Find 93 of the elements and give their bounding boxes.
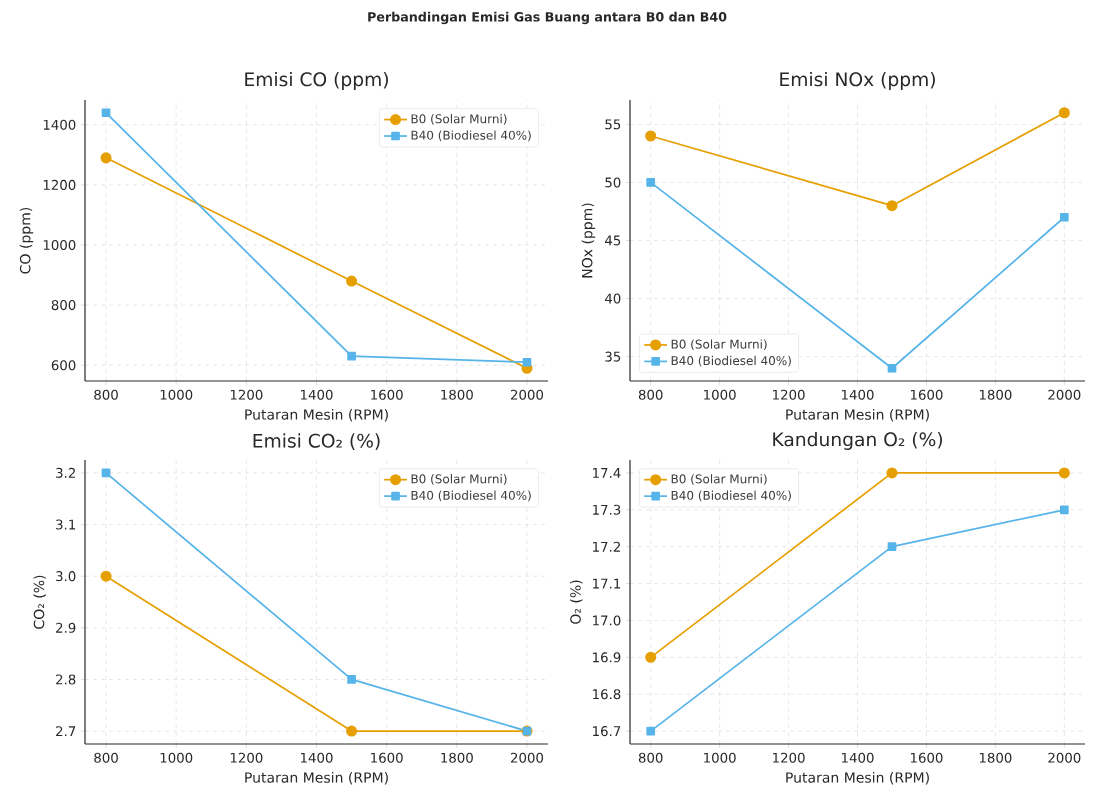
point — [886, 200, 898, 212]
x-tick-label: 1200 — [773, 389, 805, 400]
chart-title: Emisi CO (ppm) — [245, 71, 388, 90]
x-tick-label: 1400 — [842, 752, 874, 763]
x-axis-title: Putaran Mesin (RPM) — [245, 408, 388, 422]
y-axis-title: O₂ (%) — [569, 580, 583, 624]
y-tick-label: 55 — [605, 119, 621, 130]
legend-label: B0 (Solar Murni) — [411, 474, 507, 485]
x-tick-label: 1200 — [230, 389, 263, 400]
y-tick-label: 16.8 — [593, 689, 621, 700]
point — [1058, 467, 1070, 479]
x-axis-title: Putaran Mesin (RPM) — [786, 771, 929, 785]
x-tick-label: 800 — [94, 752, 118, 763]
y-tick-label: 17.0 — [593, 615, 621, 626]
point — [887, 542, 897, 552]
x-tick-label: 1000 — [160, 389, 193, 400]
y-tick-label: 1000 — [43, 239, 76, 251]
point — [645, 651, 657, 663]
point — [522, 357, 532, 367]
y-tick-label: 3.0 — [56, 571, 76, 582]
legend-label: B0 (Solar Murni) — [411, 114, 507, 125]
y-tick-label: 3.2 — [56, 467, 75, 478]
x-tick-label: 1400 — [842, 389, 874, 400]
x-tick-label: 1600 — [371, 389, 403, 400]
y-axis-title: CO (ppm) — [19, 207, 34, 274]
y-tick-label: 17.1 — [593, 578, 621, 589]
point — [1060, 212, 1069, 222]
x-tick-label: 2000 — [1048, 752, 1081, 763]
y-tick-label: 1200 — [43, 179, 76, 190]
x-tick-label: 1800 — [441, 389, 473, 400]
x-tick-label: 1400 — [301, 752, 333, 763]
x-tick-label: 2000 — [1048, 389, 1081, 400]
point — [886, 467, 898, 479]
point — [347, 675, 356, 684]
y-tick-label: 45 — [604, 235, 621, 246]
point — [646, 726, 656, 736]
chart-title: Emisi NOx (ppm) — [780, 71, 935, 90]
y-tick-label: 17.4 — [593, 468, 621, 478]
x-tick-label: 800 — [638, 752, 663, 763]
y-tick-label: 17.3 — [593, 504, 621, 515]
x-tick-label: 1200 — [230, 752, 263, 763]
x-tick-label: 800 — [94, 389, 118, 400]
point — [645, 130, 657, 142]
x-tick-label: 1000 — [704, 752, 736, 763]
chart-title: Kandungan O₂ (%) — [773, 431, 943, 450]
y-tick-label: 1400 — [43, 119, 76, 130]
point — [100, 570, 112, 582]
x-tick-label: 1600 — [910, 752, 943, 763]
legend-label: B0 (Solar Murni) — [671, 339, 767, 351]
x-axis-title: Putaran Mesin (RPM) — [786, 408, 929, 422]
point — [100, 152, 112, 164]
y-tick-label: 600 — [51, 360, 76, 371]
x-tick-label: 1000 — [160, 752, 193, 763]
legend-label: B40 (Biodiesel 40%) — [671, 355, 791, 367]
x-tick-label: 1600 — [371, 752, 403, 763]
y-tick-label: 17.2 — [593, 541, 620, 552]
x-tick-label: 1800 — [979, 389, 1012, 400]
y-tick-label: 50 — [605, 177, 621, 188]
y-tick-label: 2.8 — [56, 674, 76, 685]
point — [1060, 505, 1069, 515]
x-tick-label: 2000 — [510, 752, 544, 763]
y-tick-label: 2.7 — [56, 726, 76, 737]
y-tick-label: 35 — [605, 351, 621, 362]
legend-label: B40 (Biodiesel 40%) — [671, 490, 791, 502]
point — [887, 363, 897, 373]
legend-label: B40 (Biodiesel 40%) — [411, 490, 531, 502]
point — [346, 725, 358, 737]
y-tick-label: 3.1 — [56, 519, 76, 530]
y-tick-label: 16.9 — [593, 652, 621, 663]
point — [101, 108, 111, 118]
y-tick-label: 800 — [51, 300, 76, 311]
y-tick-label: 16.7 — [593, 726, 621, 737]
text: Perbandingan Emisi Gas Buang antara B0 dan B40 — [368, 11, 727, 25]
point — [646, 178, 656, 187]
x-tick-label: 1200 — [773, 752, 805, 763]
x-tick-label: 1600 — [910, 389, 943, 400]
legend-label: B40 (Biodiesel 40%) — [411, 130, 531, 142]
x-tick-label: 2000 — [510, 389, 544, 400]
y-tick-label: 2.9 — [56, 622, 76, 633]
y-tick-label: 40 — [604, 293, 621, 304]
x-tick-label: 800 — [638, 389, 663, 400]
x-tick-label: 1800 — [979, 752, 1012, 763]
x-tick-label: 1000 — [704, 389, 736, 400]
x-tick-label: 1400 — [301, 389, 333, 400]
y-axis-title: NOx (ppm) — [581, 203, 596, 278]
x-axis-title: Putaran Mesin (RPM) — [245, 771, 388, 785]
chart-title: Emisi CO₂ (%) — [253, 433, 380, 450]
y-axis-title: CO₂ (%) — [33, 575, 46, 629]
point — [347, 351, 356, 361]
point — [346, 275, 358, 287]
point — [1058, 107, 1070, 119]
x-tick-label: 1800 — [441, 752, 473, 763]
legend-label: B0 (Solar Murni) — [671, 474, 767, 485]
